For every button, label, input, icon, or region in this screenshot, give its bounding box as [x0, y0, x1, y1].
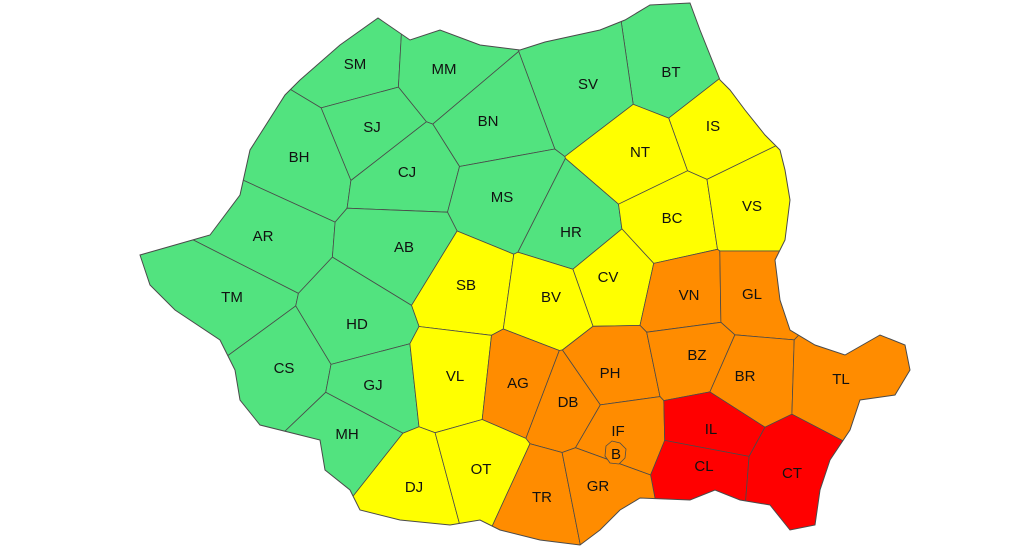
- county-label-cj: CJ: [398, 164, 416, 181]
- county-label-ar: AR: [253, 228, 274, 245]
- county-sm[interactable]: [140, 0, 404, 109]
- county-label-vs: VS: [742, 198, 762, 215]
- county-label-dj: DJ: [405, 479, 423, 496]
- county-label-db: DB: [558, 394, 579, 411]
- county-label-cl: CL: [694, 458, 713, 475]
- county-label-bz: BZ: [687, 347, 706, 364]
- county-label-b: B: [611, 446, 621, 463]
- county-label-sj: SJ: [363, 119, 381, 136]
- county-label-if: IF: [611, 423, 624, 440]
- county-label-sv: SV: [578, 76, 598, 93]
- county-label-hr: HR: [560, 224, 582, 241]
- county-label-sb: SB: [456, 277, 476, 294]
- county-label-ab: AB: [394, 239, 414, 256]
- county-label-vl: VL: [446, 368, 464, 385]
- county-bh[interactable]: [0, 0, 352, 223]
- county-label-sm: SM: [344, 56, 367, 73]
- county-label-bc: BC: [662, 210, 683, 227]
- county-label-cv: CV: [598, 269, 619, 286]
- county-label-br: BR: [735, 368, 756, 385]
- county-label-is: IS: [706, 118, 720, 135]
- county-ct[interactable]: [740, 413, 1024, 554]
- county-is[interactable]: [668, 0, 1024, 180]
- county-label-cs: CS: [274, 360, 295, 377]
- county-b[interactable]: [604, 440, 627, 465]
- county-label-gr: GR: [587, 478, 610, 495]
- county-label-bh: BH: [289, 149, 310, 166]
- county-label-nt: NT: [630, 144, 650, 161]
- county-label-ag: AG: [507, 375, 529, 392]
- county-label-ct: CT: [782, 465, 802, 482]
- county-label-mm: MM: [432, 61, 457, 78]
- county-label-tl: TL: [832, 371, 850, 388]
- county-label-ms: MS: [491, 189, 514, 206]
- county-label-bv: BV: [541, 289, 561, 306]
- county-label-il: IL: [705, 421, 718, 438]
- county-label-bn: BN: [478, 113, 499, 130]
- county-label-bt: BT: [661, 64, 680, 81]
- county-label-gj: GJ: [363, 377, 382, 394]
- labels-layer: SM MM BT SV SJ BN IS NT BH CJ MS HR BC VS AR AB CV SB BV VN…: [221, 56, 850, 506]
- county-label-tm: TM: [221, 289, 243, 306]
- county-label-ot: OT: [471, 461, 492, 478]
- county-label-tr: TR: [532, 489, 552, 506]
- county-label-hd: HD: [346, 316, 368, 333]
- country-outline: [139, 2, 911, 546]
- county-label-mh: MH: [335, 426, 358, 443]
- county-label-ph: PH: [600, 365, 621, 382]
- county-label-vn: VN: [679, 287, 700, 304]
- county-label-gl: GL: [742, 286, 762, 303]
- county-tl[interactable]: [791, 175, 1024, 536]
